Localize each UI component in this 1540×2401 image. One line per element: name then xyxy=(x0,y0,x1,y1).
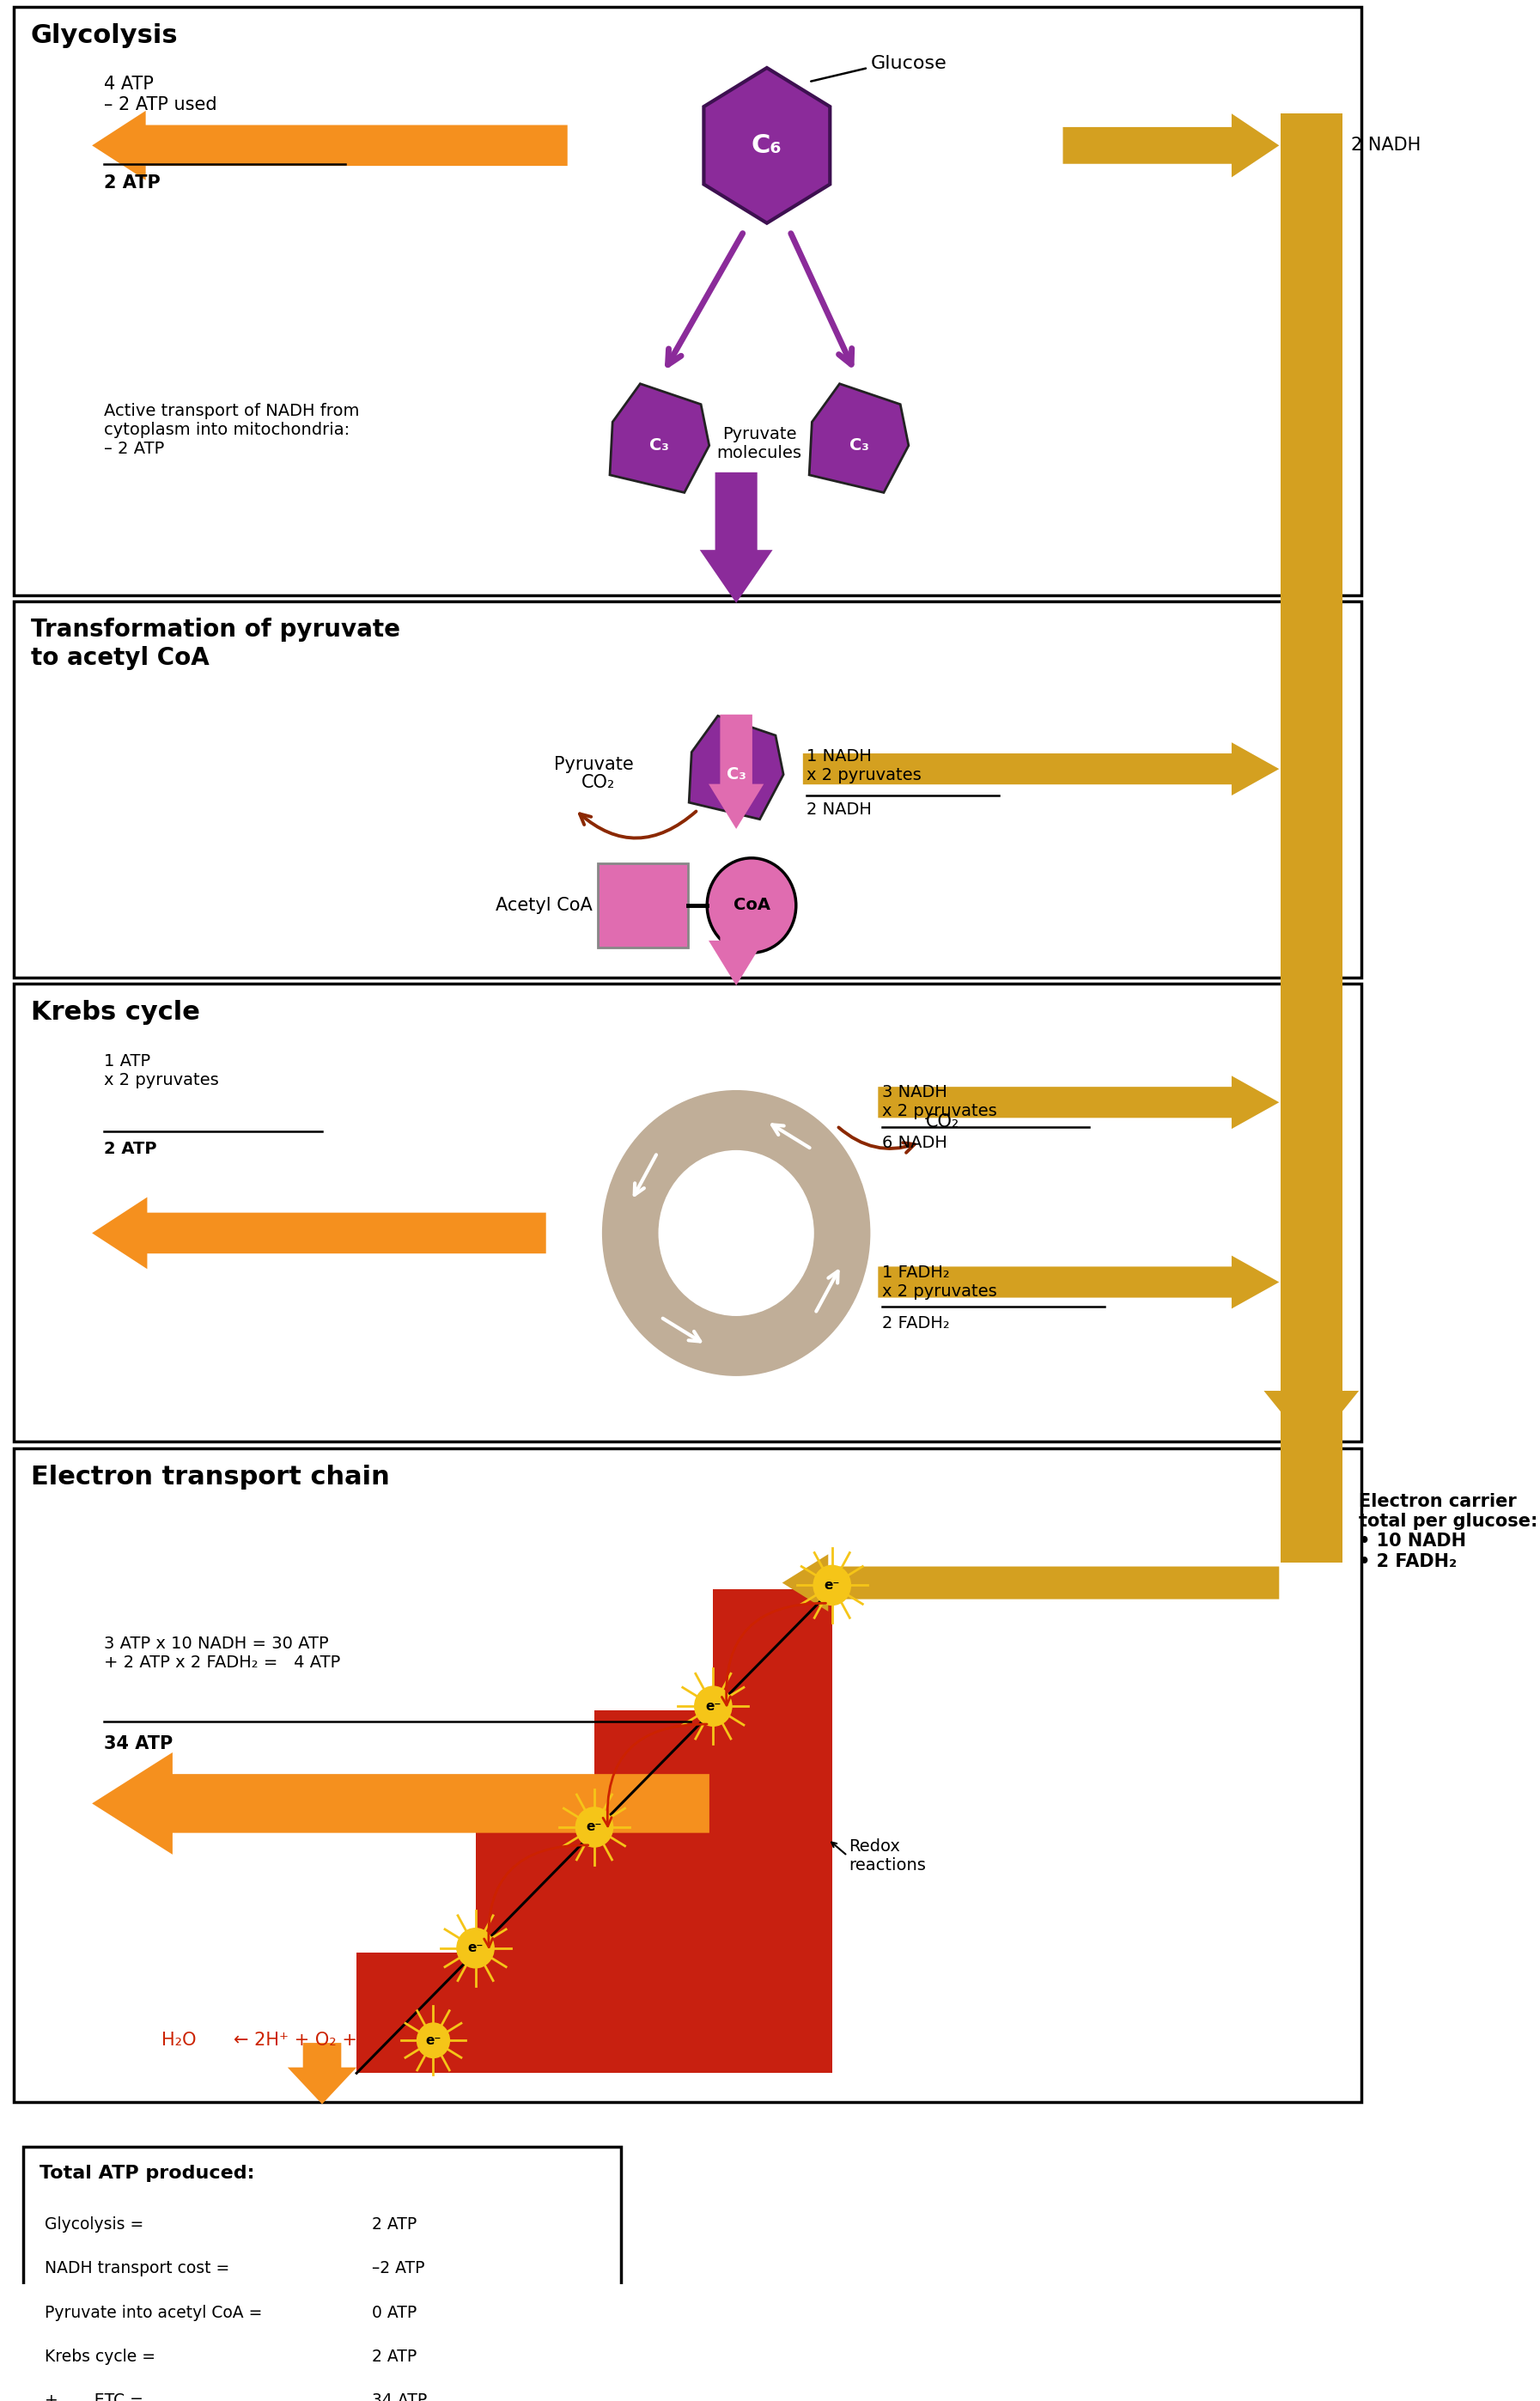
Text: Active transport of NADH from
cytoplasm into mitochondria:
– 2 ATP: Active transport of NADH from cytoplasm … xyxy=(103,403,359,456)
Text: CoA: CoA xyxy=(733,898,770,912)
Polygon shape xyxy=(92,1198,547,1270)
Polygon shape xyxy=(878,1256,1280,1309)
Text: H₂O: H₂O xyxy=(162,2031,196,2048)
Polygon shape xyxy=(708,715,764,828)
Polygon shape xyxy=(802,742,1280,795)
Text: e⁻: e⁻ xyxy=(587,1820,602,1834)
Text: C₃: C₃ xyxy=(727,766,745,783)
Polygon shape xyxy=(782,1553,1280,1611)
Text: +       ETC =: + ETC = xyxy=(45,2394,143,2401)
Text: Electron carrier
total per glucose:
• 10 NADH
• 2 FADH₂: Electron carrier total per glucose: • 10… xyxy=(1358,1493,1538,1570)
Text: CO₂: CO₂ xyxy=(926,1114,959,1131)
Text: C₃: C₃ xyxy=(849,437,869,454)
Text: Total ATP produced:: Total ATP produced: xyxy=(40,2166,256,2183)
Polygon shape xyxy=(688,715,784,819)
Circle shape xyxy=(574,1806,613,1849)
FancyBboxPatch shape xyxy=(23,2146,621,2401)
Text: 2 FADH₂: 2 FADH₂ xyxy=(882,1316,950,1330)
Text: ← 2H⁺ + O₂ +: ← 2H⁺ + O₂ + xyxy=(234,2031,357,2048)
Text: 0 ATP: 0 ATP xyxy=(373,2305,417,2322)
Text: 1 ATP
x 2 pyruvates: 1 ATP x 2 pyruvates xyxy=(103,1054,219,1088)
Text: Krebs cycle: Krebs cycle xyxy=(31,1001,200,1025)
Text: 2 ATP: 2 ATP xyxy=(103,1140,157,1157)
FancyBboxPatch shape xyxy=(14,7,1361,595)
Text: e⁻: e⁻ xyxy=(705,1700,721,1712)
Polygon shape xyxy=(17,1589,832,2072)
Circle shape xyxy=(416,2022,450,2058)
Text: 2 ATP: 2 ATP xyxy=(103,173,160,192)
Text: 1 NADH
x 2 pyruvates: 1 NADH x 2 pyruvates xyxy=(807,749,921,783)
Text: 34 ATP: 34 ATP xyxy=(373,2394,427,2401)
Polygon shape xyxy=(598,862,688,948)
Circle shape xyxy=(813,1565,852,1606)
Text: 2 NADH: 2 NADH xyxy=(1351,137,1421,154)
Polygon shape xyxy=(699,473,773,603)
Text: –2 ATP: –2 ATP xyxy=(373,2259,425,2276)
Text: 34 ATP: 34 ATP xyxy=(103,1736,172,1753)
Text: 2 ATP: 2 ATP xyxy=(373,2216,417,2233)
Circle shape xyxy=(695,1686,733,1726)
Circle shape xyxy=(659,1150,815,1316)
Polygon shape xyxy=(92,110,567,180)
Text: Pyruvate into acetyl CoA =: Pyruvate into acetyl CoA = xyxy=(45,2305,262,2322)
Text: e⁻: e⁻ xyxy=(824,1580,839,1592)
Text: 2 NADH: 2 NADH xyxy=(807,802,872,819)
Circle shape xyxy=(456,1928,494,1969)
Text: Pyruvate: Pyruvate xyxy=(554,756,634,773)
Circle shape xyxy=(602,1090,870,1376)
Circle shape xyxy=(707,857,796,953)
Polygon shape xyxy=(878,1076,1280,1128)
Text: NADH transport cost =: NADH transport cost = xyxy=(45,2259,229,2276)
Text: C₃: C₃ xyxy=(650,437,670,454)
Text: Acetyl CoA: Acetyl CoA xyxy=(496,898,593,915)
Text: 2 ATP: 2 ATP xyxy=(373,2348,417,2365)
Text: e⁻: e⁻ xyxy=(425,2034,440,2048)
Polygon shape xyxy=(610,384,710,492)
Text: Transformation of pyruvate
to acetyl CoA: Transformation of pyruvate to acetyl CoA xyxy=(31,617,400,670)
Text: 6 NADH: 6 NADH xyxy=(882,1136,947,1152)
Text: Electron transport chain: Electron transport chain xyxy=(31,1465,390,1489)
Polygon shape xyxy=(1063,113,1280,178)
Text: C₆: C₆ xyxy=(752,132,782,158)
Polygon shape xyxy=(704,67,830,223)
FancyBboxPatch shape xyxy=(14,984,1361,1441)
FancyBboxPatch shape xyxy=(14,1448,1361,2101)
Polygon shape xyxy=(92,1753,710,1854)
Polygon shape xyxy=(288,2043,357,2103)
Polygon shape xyxy=(708,876,764,984)
FancyBboxPatch shape xyxy=(14,600,1361,977)
Polygon shape xyxy=(809,384,909,492)
Text: 3 ATP x 10 NADH = 30 ATP
+ 2 ATP x 2 FADH₂ =   4 ATP: 3 ATP x 10 NADH = 30 ATP + 2 ATP x 2 FAD… xyxy=(103,1635,340,1671)
Text: Pyruvate
molecules: Pyruvate molecules xyxy=(716,425,802,461)
Text: Glycolysis: Glycolysis xyxy=(31,24,179,48)
Text: Redox
reactions: Redox reactions xyxy=(849,1839,926,1873)
Polygon shape xyxy=(1264,1325,1358,1450)
Text: 4 ATP
– 2 ATP used: 4 ATP – 2 ATP used xyxy=(103,77,217,113)
Text: 3 NADH
x 2 pyruvates: 3 NADH x 2 pyruvates xyxy=(882,1085,996,1119)
Text: e⁻: e⁻ xyxy=(468,1942,484,1954)
Bar xyxy=(1281,113,1341,1563)
Text: Glucose: Glucose xyxy=(870,55,947,72)
Text: CO₂: CO₂ xyxy=(581,773,614,792)
Text: Krebs cycle =: Krebs cycle = xyxy=(45,2348,156,2365)
Text: 1 FADH₂
x 2 pyruvates: 1 FADH₂ x 2 pyruvates xyxy=(882,1265,996,1299)
Text: Glycolysis =: Glycolysis = xyxy=(45,2216,143,2233)
